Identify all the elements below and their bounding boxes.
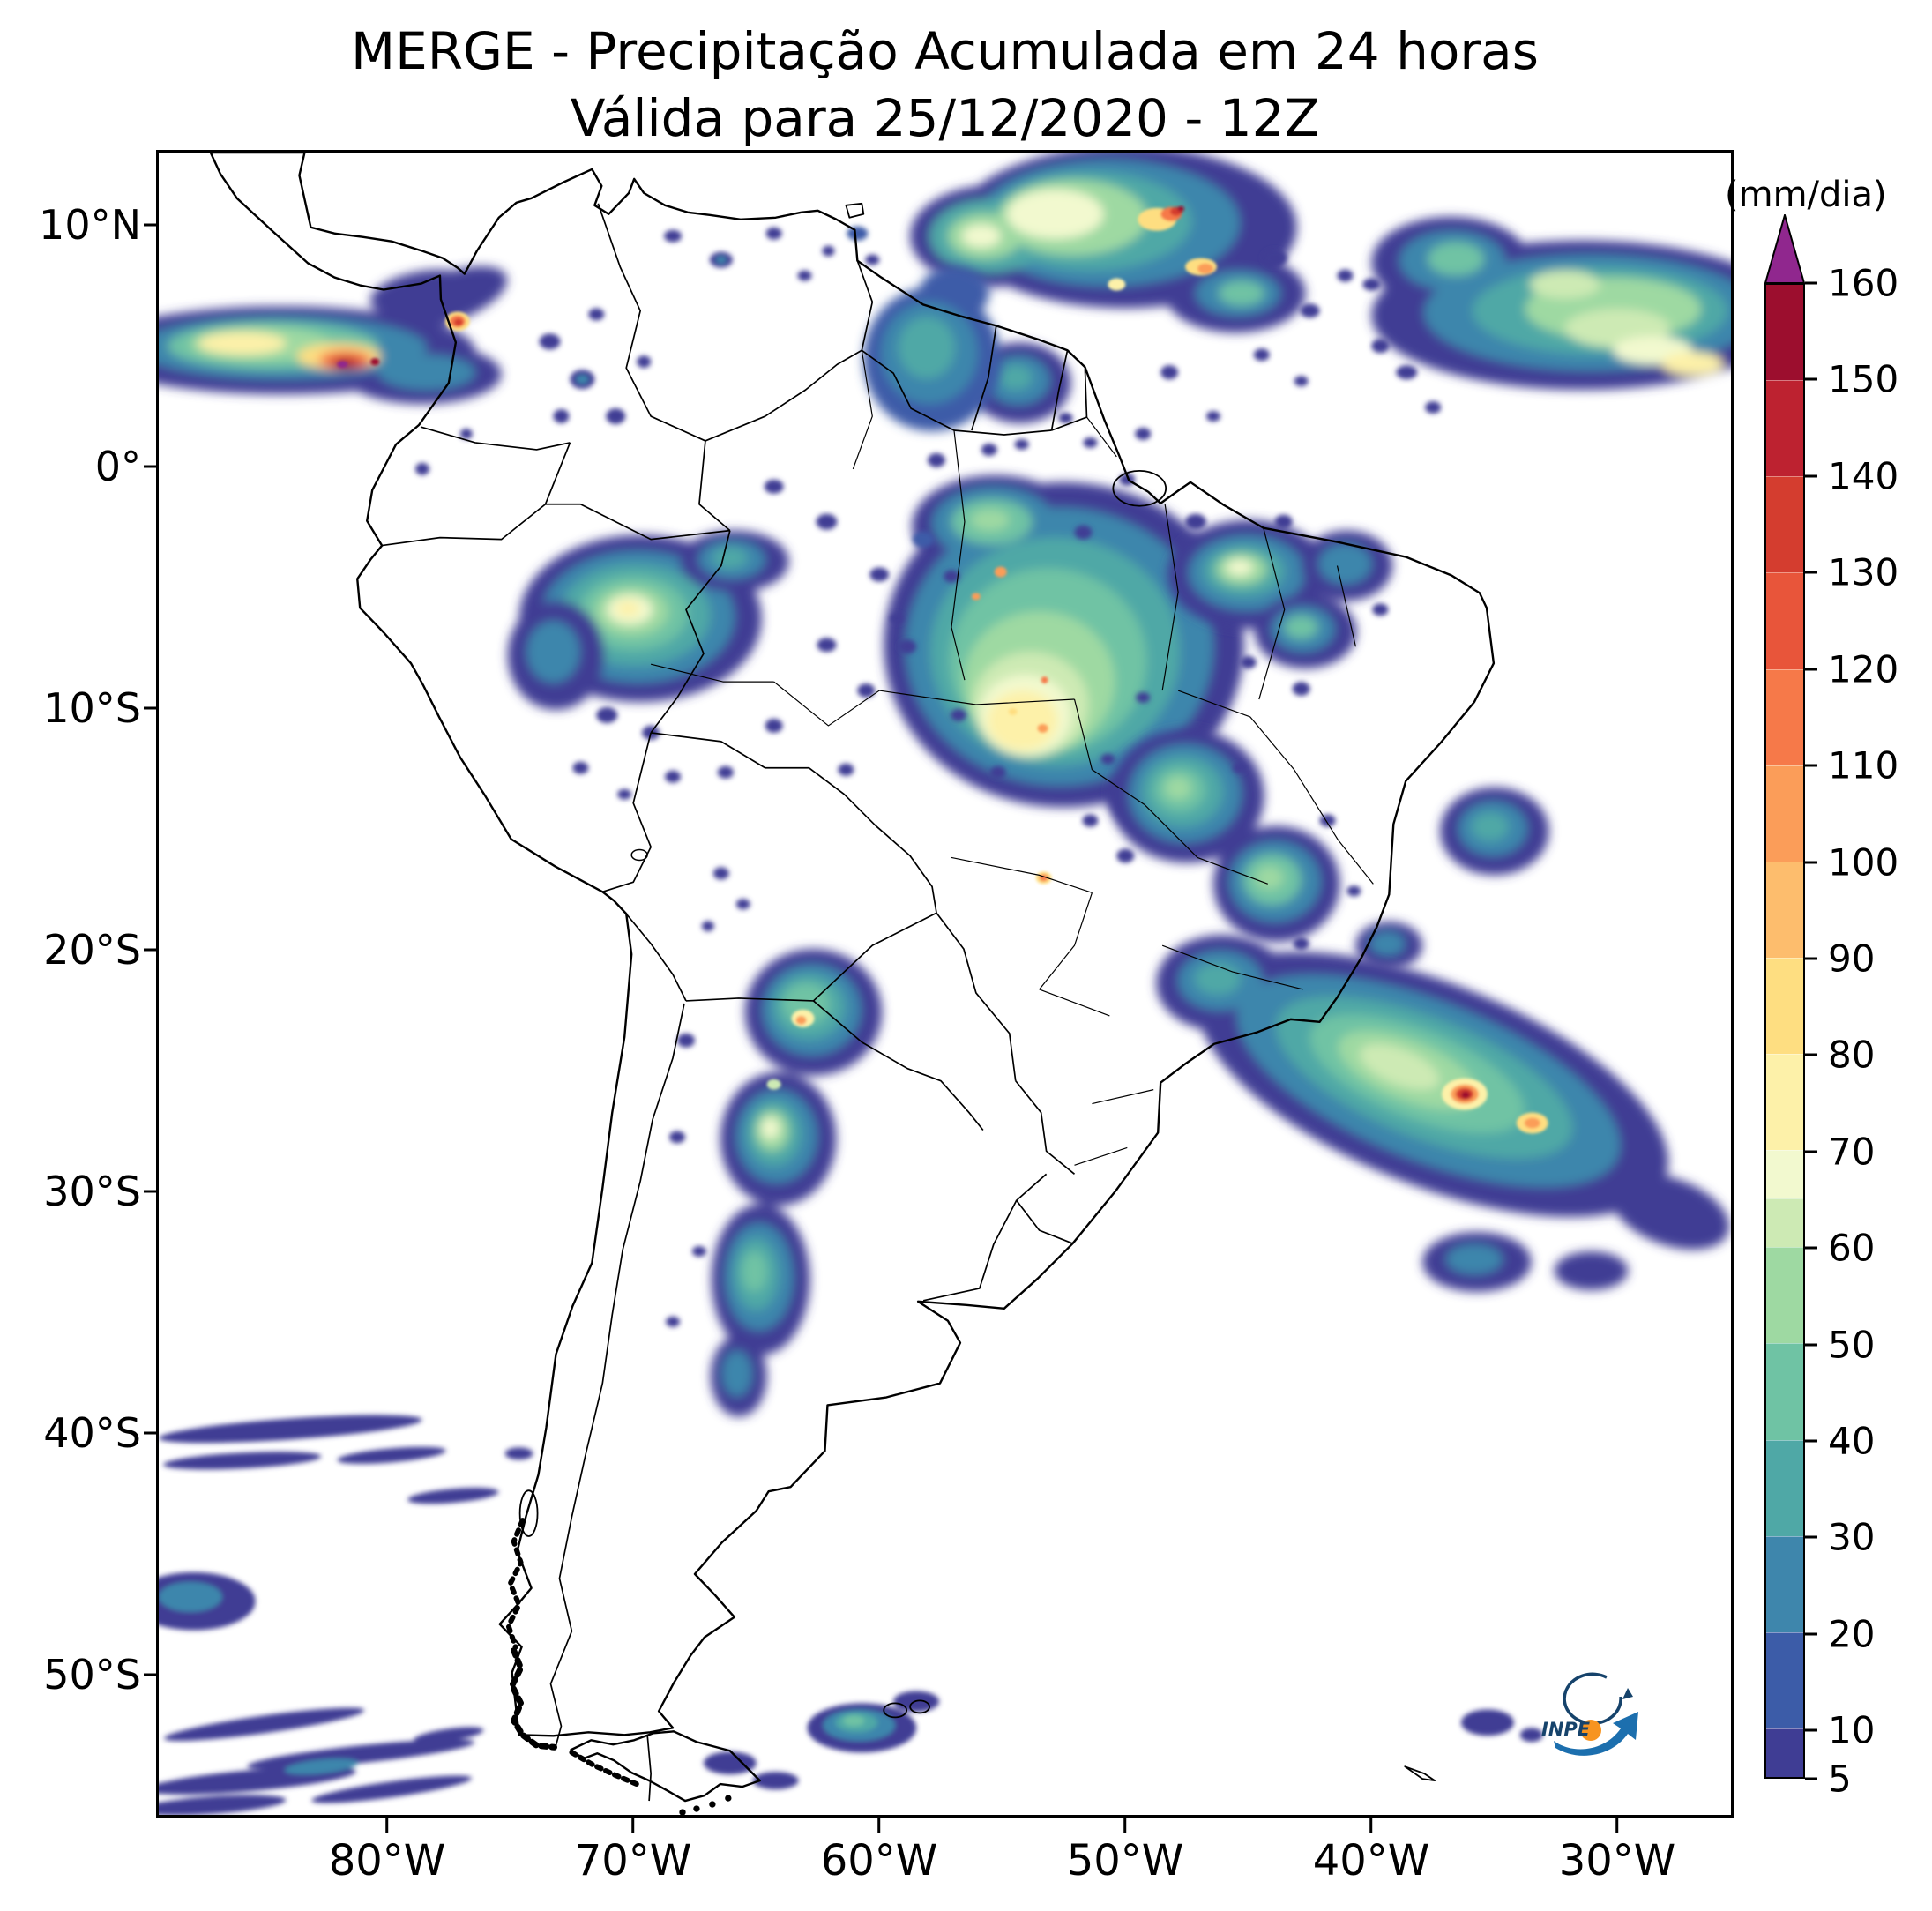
colorbar-band [1766,861,1803,958]
colorbar-band [1766,1631,1803,1728]
colorbar-tick: 90 [1805,937,1875,980]
y-tick-30s: 30°S [9,1168,141,1215]
y-tick-0: 0° [9,443,141,490]
y-tick-10s: 10°S [9,684,141,732]
map-canvas [159,153,1731,1815]
colorbar-ticks: 160 150 140 130 120 110 100 90 80 70 60 50 40 30 20 10 5 [1805,262,1932,1801]
x-tick-30w: 30°W [1558,1836,1676,1885]
colorbar-tick: 120 [1805,647,1898,690]
colorbar-extend-arrow [1764,214,1805,284]
x-tick-60w: 60°W [820,1836,938,1885]
colorbar-band [1766,957,1803,1054]
colorbar-band [1766,572,1803,669]
logo-text: INPE [1541,1719,1591,1740]
colorbar-band [1766,1198,1803,1248]
colorbar-tick: 50 [1805,1323,1875,1366]
x-tick-80w: 80°W [328,1836,446,1885]
y-tick-20s: 20°S [9,926,141,974]
colorbar-tick: 70 [1805,1130,1875,1173]
colorbar-band [1766,1150,1803,1199]
colorbar-tick: 130 [1805,551,1898,594]
colorbar-band [1766,1343,1803,1440]
logo-arrow [1554,1712,1638,1756]
colorbar-band [1766,1728,1803,1777]
colorbar-tick: 5 [1805,1758,1852,1801]
colorbar-tick: 150 [1805,358,1898,401]
colorbar-bands [1764,283,1805,1779]
colorbar-tick: 80 [1805,1034,1875,1077]
colorbar-band [1766,476,1803,573]
colorbar-band [1766,1535,1803,1632]
logo-swirl-arrowhead [1622,1688,1633,1699]
colorbar-band [1766,668,1803,765]
colorbar-band [1766,1247,1803,1344]
logo-swirl [1563,1672,1622,1725]
x-tick-40w: 40°W [1312,1836,1430,1885]
colorbar-band [1766,285,1803,381]
y-tick-40s: 40°S [9,1409,141,1457]
colorbar-unit-label: (mm/dia) [1725,175,1887,215]
colorbar-tick: 40 [1805,1420,1875,1463]
figure-title-line2: Válida para 25/12/2020 - 12Z [570,88,1320,148]
map-frame [156,150,1734,1818]
colorbar-tick: 30 [1805,1516,1875,1559]
coastlines [209,153,1496,1815]
figure-title-line1: MERGE - Precipitação Acumulada em 24 hor… [351,21,1539,81]
inpe-logo: INPE [1531,1658,1654,1768]
x-tick-70w: 70°W [574,1836,692,1885]
y-tick-50s: 50°S [9,1651,141,1698]
colorbar-tick: 60 [1805,1227,1875,1270]
colorbar-tick: 110 [1805,744,1898,788]
y-tick-10n: 10°N [9,201,141,249]
colorbar-band [1766,380,1803,477]
state-borders [650,350,1374,1166]
colorbar-tick: 140 [1805,454,1898,497]
colorbar-tick: 100 [1805,840,1898,884]
colorbar-tick: 20 [1805,1612,1875,1655]
country-borders [382,203,1088,1802]
colorbar-band [1766,1054,1803,1151]
colorbar-tick: 160 [1805,262,1898,305]
colorbar-band [1766,1439,1803,1536]
colorbar-band [1766,765,1803,862]
x-tick-50w: 50°W [1066,1836,1184,1885]
precipitation-field [159,153,1731,1815]
logo-orange-ball [1580,1720,1601,1741]
colorbar-tick: 10 [1805,1709,1875,1752]
